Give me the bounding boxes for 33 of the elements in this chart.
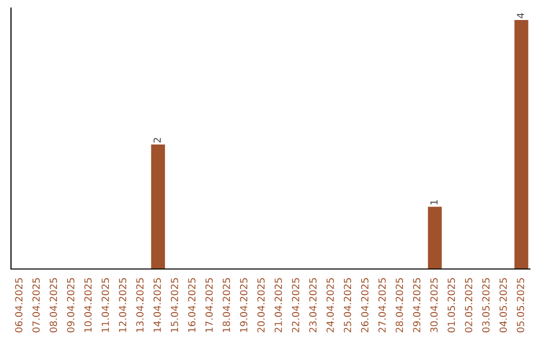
x-tick-label: 16.04.2025 xyxy=(188,278,196,332)
data-label: 2 xyxy=(154,138,161,143)
x-tick-label: 15.04.2025 xyxy=(170,278,178,332)
x-tick-label: 26.04.2025 xyxy=(361,278,368,332)
x-tick-label: 09.04.2025 xyxy=(67,278,74,332)
x-tick-label: 23.04.2025 xyxy=(309,278,317,332)
x-tick-label: 10.04.2025 xyxy=(84,278,92,332)
x-tick-label: 18.04.2025 xyxy=(222,278,230,332)
x-tick-label: 29.04.2025 xyxy=(413,278,420,332)
x-tick-label: 28.04.2025 xyxy=(396,278,404,332)
x-tick-label: 21.04.2025 xyxy=(274,278,282,332)
x-tick-label: 02.05.2025 xyxy=(464,278,472,332)
x-tick-label: 07.04.2025 xyxy=(32,278,40,332)
x-tick-label: 08.04.2025 xyxy=(50,278,58,332)
x-tick-label: 27.04.2025 xyxy=(378,278,386,332)
x-tick-label: 24.04.2025 xyxy=(326,278,334,332)
x-tick-label: 05.05.2025 xyxy=(516,278,524,332)
data-label: 4 xyxy=(516,13,524,18)
x-tick-label: 30.04.2025 xyxy=(430,278,438,332)
x-tick-label: 01.05.2025 xyxy=(448,278,455,332)
x-tick-label: 11.04.2025 xyxy=(102,278,109,332)
x-tick-label: 20.04.2025 xyxy=(257,278,265,332)
x-tick-label: 14.04.2025 xyxy=(154,278,161,332)
x-tick-label: 17.04.2025 xyxy=(205,278,213,332)
x-tick-label: 12.04.2025 xyxy=(118,278,126,332)
x-tick-label: 25.04.2025 xyxy=(344,278,352,332)
x-tick-label: 22.04.2025 xyxy=(292,278,300,332)
x-tick-label: 03.05.2025 xyxy=(482,278,490,332)
x-tick-label: 13.04.2025 xyxy=(136,278,144,332)
data-label: 1 xyxy=(430,200,438,204)
x-tick-label: 04.05.2025 xyxy=(500,278,507,332)
x-tick-label: 19.04.2025 xyxy=(240,278,248,332)
x-tick-label: 06.04.2025 xyxy=(15,278,22,332)
